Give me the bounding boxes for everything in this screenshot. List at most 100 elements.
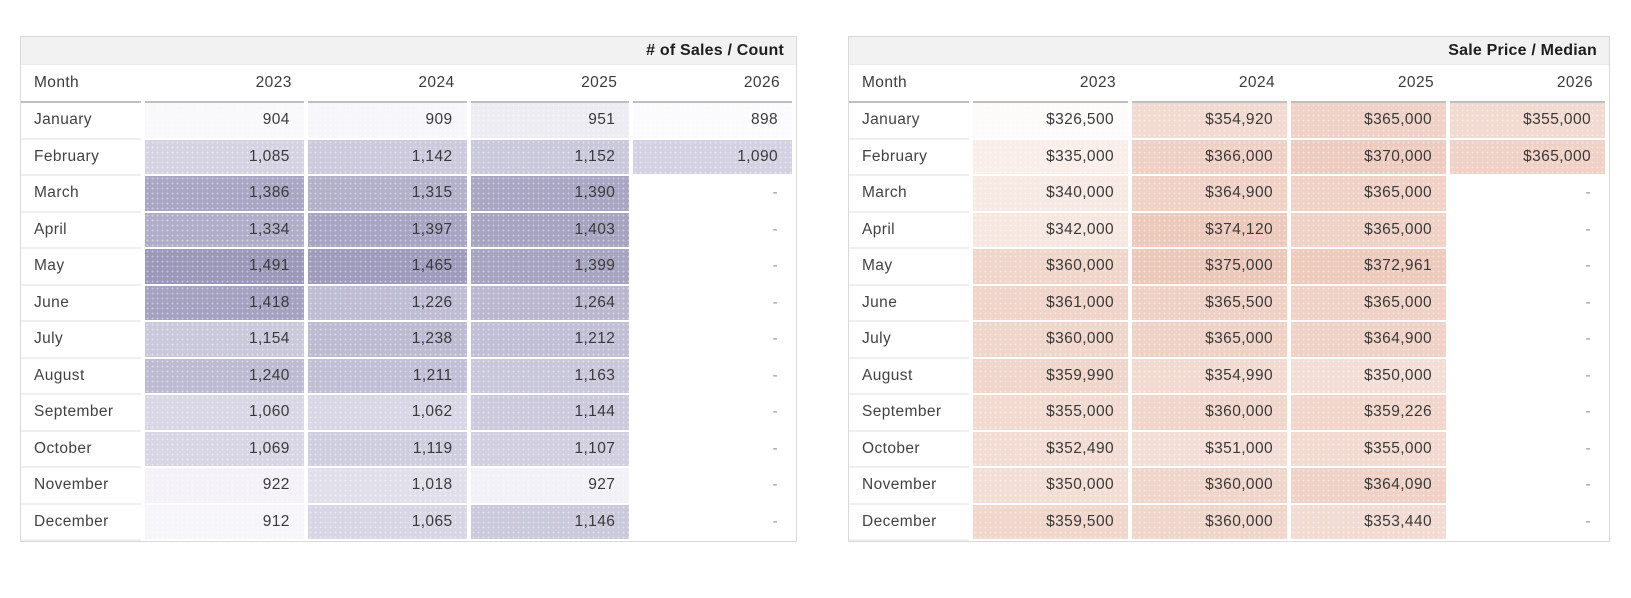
heatmap-value-cell: 1,146 [466,503,632,541]
year-column-header-2024: 2024 [305,65,469,103]
heatmap-value-cell: $365,500 [1128,284,1289,322]
month-label: May [849,248,971,286]
month-column-header: Month [21,65,143,103]
sale-price-visual: Sale Price / Median Month 2023 2024 2025… [848,36,1610,542]
heatmap-value-cell: $340,000 [969,175,1130,213]
sales-count-title: # of Sales / Count [21,37,796,65]
heatmap-value-cell: 1,085 [141,138,306,176]
heatmap-value-cell: $374,120 [1128,211,1289,249]
sales-count-visual: # of Sales / Count Month 2023 2024 2025 … [20,36,797,542]
table-row: January $326,500 $354,920 $365,000 $355,000 [849,102,1609,140]
year-column-header-2024: 2024 [1130,65,1289,103]
empty-value-cell: - [1446,284,1609,322]
heatmap-value-cell: $364,090 [1287,467,1448,505]
empty-value-cell: - [629,211,796,249]
table-row: September 1,060 1,062 1,144- [21,394,796,432]
empty-value-cell: - [629,248,796,286]
heatmap-value-cell: $354,990 [1128,357,1289,395]
heatmap-value-cell: 1,062 [303,394,469,432]
heatmap-value-cell: 1,465 [303,248,469,286]
heatmap-value-cell: 1,397 [303,211,469,249]
empty-value-cell: - [629,503,796,541]
month-label: September [849,394,971,432]
heatmap-value-cell: $354,920 [1128,102,1289,140]
month-label: September [21,394,143,432]
empty-value-cell: - [629,175,796,213]
table-row: August 1,240 1,211 1,163- [21,357,796,395]
heatmap-value-cell: $355,000 [1287,430,1448,468]
heatmap-value-cell: $355,000 [1446,102,1609,140]
heatmap-value-cell: $359,226 [1287,394,1448,432]
month-label: January [849,102,971,140]
heatmap-value-cell: 1,107 [466,430,632,468]
heatmap-value-cell: $359,500 [969,503,1130,541]
month-label: April [849,211,971,249]
heatmap-value-cell: $370,000 [1287,138,1448,176]
heatmap-value-cell: 1,399 [466,248,632,286]
heatmap-value-cell: 1,491 [141,248,306,286]
header-row: Month 2023 2024 2025 2026 [21,65,794,103]
table-row: March $340,000 $364,900 $365,000- [849,175,1609,213]
year-column-header-2025: 2025 [468,65,632,103]
month-label: June [21,284,143,322]
sales-count-table: Month 2023 2024 2025 2026 January 904 909 9… [21,65,796,541]
empty-value-cell: - [1446,321,1609,359]
table-row: April 1,334 1,397 1,403- [21,211,796,249]
year-column-header-2023: 2023 [971,65,1130,103]
heatmap-value-cell: 1,144 [466,394,632,432]
heatmap-value-cell: $352,490 [969,430,1130,468]
month-label: July [849,321,971,359]
heatmap-value-cell: $360,000 [969,248,1130,286]
table-row: October 1,069 1,119 1,107- [21,430,796,468]
month-label: February [21,138,143,176]
month-label: December [21,503,143,541]
heatmap-value-cell: $365,000 [1446,138,1609,176]
month-label: May [21,248,143,286]
table-row: February 1,085 1,142 1,152 1,090 [21,138,796,176]
heatmap-value-cell: 898 [629,102,796,140]
empty-value-cell: - [629,321,796,359]
heatmap-value-cell: 1,238 [303,321,469,359]
empty-value-cell: - [629,430,796,468]
heatmap-value-cell: 927 [466,467,632,505]
heatmap-value-cell: 1,018 [303,467,469,505]
month-label: October [21,430,143,468]
heatmap-value-cell: 1,065 [303,503,469,541]
heatmap-value-cell: 1,240 [141,357,306,395]
heatmap-value-cell: 904 [141,102,306,140]
empty-value-cell: - [1446,394,1609,432]
heatmap-value-cell: $365,000 [1287,211,1448,249]
table-row: December $359,500 $360,000 $353,440- [849,503,1609,541]
heatmap-value-cell: 912 [141,503,306,541]
year-column-header-2023: 2023 [143,65,306,103]
month-label: August [849,357,971,395]
heatmap-value-cell: $365,000 [1287,102,1448,140]
month-label: March [849,175,971,213]
sale-price-table: Month 2023 2024 2025 2026 January $326,50… [849,65,1609,541]
heatmap-value-cell: 1,386 [141,175,306,213]
heatmap-value-cell: 1,119 [303,430,469,468]
month-label: January [21,102,143,140]
empty-value-cell: - [1446,357,1609,395]
year-column-header-2025: 2025 [1289,65,1448,103]
table-row: May $360,000 $375,000 $372,961- [849,248,1609,286]
heatmap-value-cell: $360,000 [1128,467,1289,505]
heatmap-value-cell: 1,390 [466,175,632,213]
heatmap-value-cell: $375,000 [1128,248,1289,286]
heatmap-value-cell: $360,000 [1128,394,1289,432]
heatmap-value-cell: 1,069 [141,430,306,468]
month-label: April [21,211,143,249]
heatmap-value-cell: $361,000 [969,284,1130,322]
table-row: May 1,491 1,465 1,399- [21,248,796,286]
heatmap-value-cell: $365,000 [1287,175,1448,213]
table-row: July 1,154 1,238 1,212- [21,321,796,359]
year-column-header-2026: 2026 [631,65,794,103]
heatmap-value-cell: $360,000 [969,321,1130,359]
heatmap-value-cell: $366,000 [1128,138,1289,176]
heatmap-value-cell: 1,315 [303,175,469,213]
heatmap-value-cell: 1,226 [303,284,469,322]
empty-value-cell: - [1446,503,1609,541]
heatmap-value-cell: $350,000 [969,467,1130,505]
heatmap-value-cell: 1,060 [141,394,306,432]
sale-price-title: Sale Price / Median [849,37,1609,65]
